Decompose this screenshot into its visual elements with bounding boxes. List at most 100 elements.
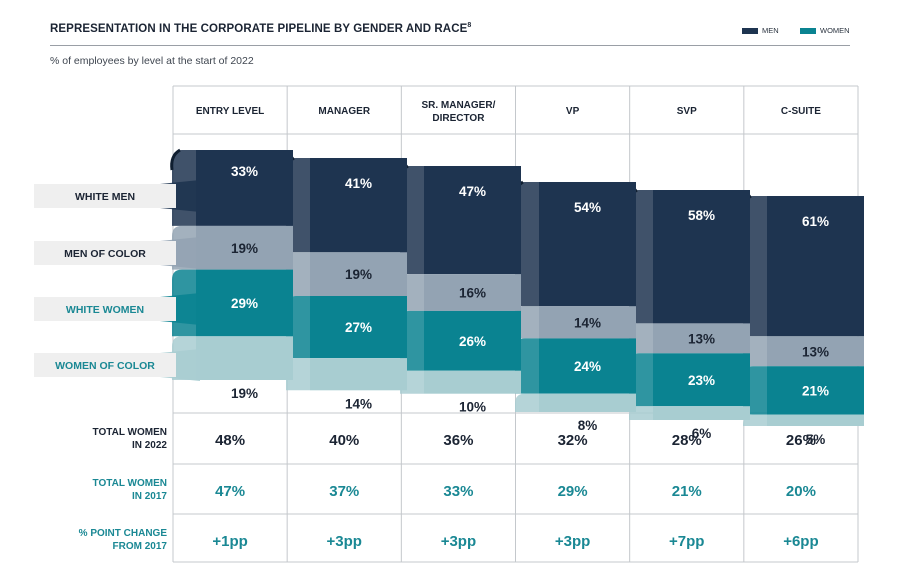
value-label-white-men: 41% [345,176,372,191]
value-label-men-of-color: 19% [345,267,372,282]
bar-segment-white-men [196,150,293,226]
table-cell: 26% [786,432,816,449]
bar-segment-women-of-color [539,393,636,412]
value-label-women-of-color: 19% [231,386,258,401]
value-label-men-of-color: 19% [231,241,258,256]
value-label-women-of-color: 8% [578,418,598,433]
table-row-label-line: TOTAL WOMEN [93,478,167,489]
bar-segment-women-of-color [424,370,521,394]
value-label-women-of-color: 6% [692,426,712,441]
value-label-white-women: 24% [574,359,601,374]
value-label-men-of-color: 14% [574,315,601,330]
column-header-0: ENTRY LEVEL [196,106,264,117]
bar-segment-women-of-color [310,358,407,391]
table-row-label-1: TOTAL WOMEN IN 2017 [93,478,168,502]
table-cell: 40% [329,432,359,449]
bar-group-4 [627,188,750,420]
table-cell: +3pp [441,533,476,550]
bar-segment-women-of-color [653,406,750,420]
bar-segment-white-women [767,366,864,415]
table-cell: 28% [672,432,702,449]
table-row-label-2: % POINT CHANGE FROM 2017 [79,528,168,552]
bar-segment-men-of-color [196,225,293,270]
table-cell: +3pp [327,533,362,550]
column-header-5: C-SUITE [781,106,821,117]
legend-women-swatch [800,27,816,34]
bar-group-3 [513,180,636,412]
value-label-white-men: 54% [574,200,601,215]
row-label-bg-men-of-color [34,241,176,265]
column-header-line: SR. MANAGER/ [421,100,495,111]
table-cell: 47% [215,483,245,500]
row-label-bg-women-of-color [34,353,176,377]
column-header-1: MANAGER [318,106,370,117]
legend-men-label: MEN [762,26,779,35]
bar-side-women-of-color [515,393,539,412]
value-label-women-of-color: 10% [459,400,486,415]
value-label-women-of-color: 5% [806,432,826,447]
table-row-label-line: IN 2022 [132,440,167,451]
bar-segment-men-of-color [653,323,750,354]
table-cell: +6pp [783,533,818,550]
value-label-white-women: 23% [688,373,715,388]
legend-men: MEN [742,26,779,35]
value-label-white-women: 26% [459,334,486,349]
row-label-white-men: WHITE MEN [75,191,135,203]
table-cell: +3pp [555,533,590,550]
bar-segment-men-of-color [767,336,864,367]
legend-men-swatch [742,27,758,34]
bar-group-2 [398,164,521,394]
table-row-label-line: % POINT CHANGE [79,528,168,539]
row-label-bg-white-women [34,297,176,321]
bar-segment-white-women [539,338,636,394]
value-label-white-men: 33% [231,164,258,179]
value-label-white-women: 21% [802,383,829,398]
bar-segment-men-of-color [539,306,636,339]
value-label-men-of-color: 13% [688,331,715,346]
bar-segment-white-men [767,196,864,337]
bar-segment-white-men [424,166,521,275]
row-label-women-of-color: WOMEN OF COLOR [55,360,155,372]
table-cell: +1pp [212,533,247,550]
table-cell: 37% [329,483,359,500]
value-label-white-men: 61% [802,214,829,229]
bar-segment-women-of-color [196,336,293,380]
chart-subtitle: % of employees by level at the start of … [50,55,254,67]
table-cell: 21% [672,483,702,500]
bar-segment-white-women [653,353,750,407]
table-row-label-line: FROM 2017 [113,541,168,552]
column-header-2: SR. MANAGER/DIRECTOR [421,100,495,124]
table-cell: 20% [786,483,816,500]
bar-segment-men-of-color [424,274,521,311]
table-cell: 29% [558,483,588,500]
value-label-white-women: 29% [231,296,258,311]
bar-segment-women-of-color [767,414,864,426]
bar-segment-white-men [539,182,636,307]
value-label-men-of-color: 13% [802,344,829,359]
legend-women-label: WOMEN [820,26,850,35]
value-label-white-men: 58% [688,208,715,223]
table-row-label-line: TOTAL WOMEN [93,427,167,438]
column-header-line: DIRECTOR [432,113,485,124]
bar-segment-men-of-color [310,252,407,296]
table-row-label-0: TOTAL WOMEN IN 2022 [93,427,168,451]
bar-segment-white-women [310,296,407,359]
column-header-3: VP [566,106,580,117]
bar-segment-white-women [196,269,293,337]
table-cell: 32% [558,432,588,449]
value-label-men-of-color: 16% [459,286,486,301]
table-cell: 33% [443,483,473,500]
table-cell: 48% [215,432,245,449]
value-label-white-women: 27% [345,320,372,335]
legend-women: WOMEN [800,26,850,35]
bar-rim [170,148,181,171]
table-cell: +7pp [669,533,704,550]
table-cell: 36% [443,432,473,449]
row-label-bg-white-men [34,184,176,208]
bar-segment-white-women [424,310,521,371]
bar-segment-white-men [310,158,407,253]
title-divider [50,45,850,46]
row-label-white-women: WHITE WOMEN [66,304,144,316]
bar-cap [864,196,878,426]
